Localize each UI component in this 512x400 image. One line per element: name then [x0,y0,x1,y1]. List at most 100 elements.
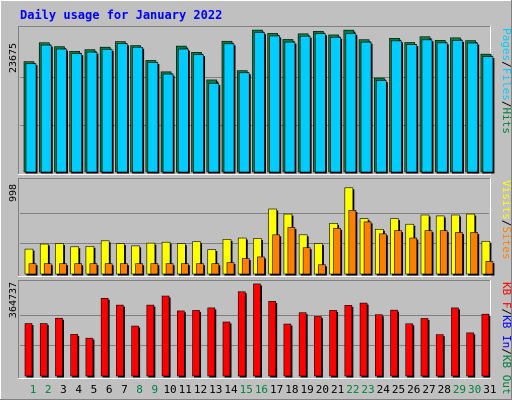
legend-sep-5: / [500,348,512,355]
files-bar [284,41,296,173]
legend-sep-4: / [500,309,512,316]
sites-bar [257,256,265,275]
kbf-bar [100,298,109,377]
x-tick-label: 2 [45,383,52,396]
x-tick-label: 21 [331,383,344,396]
x-tick-label: 17 [270,383,283,396]
sites-bar [150,263,159,275]
kbf-bar [268,301,276,377]
x-tick-label: 15 [240,383,253,396]
sites-bar [89,263,98,275]
x-tick-label: 30 [468,383,481,396]
files-bar [132,46,143,173]
sites-bar [241,258,250,275]
kbf-bar [435,334,444,377]
kbf-bar [131,325,139,377]
files-bar [117,43,128,173]
x-tick-label: 20 [316,383,329,396]
y-max-label-bottom: 364737 [8,282,19,318]
kbf-bar [405,323,414,377]
kbf-bar [161,295,170,377]
panel-top-frame [18,26,491,175]
x-tick-label: 26 [407,383,420,396]
files-bar [269,35,280,173]
kbf-bar [177,310,185,377]
chart-title: Daily usage for January 2022 [20,8,222,22]
legend-kbf: KB F [500,282,512,309]
sites-bar [424,230,433,275]
x-axis-labels: 1 2 3 4 5 6 7 8 9 10 11 12 13 14 15 16 17 18 19 20 21 22 23 24 2… [30,383,497,396]
kbf-bar [314,316,322,377]
y-max-label-top: 23675 [8,43,19,73]
sites-bar [394,230,402,275]
legend-middle: Visits/Sites [500,180,512,260]
files-bar [86,51,98,173]
files-bar [467,42,478,173]
legend-hits: Hits [500,108,512,135]
files-bar [299,35,311,173]
kbf-bar [420,318,429,377]
files-bar [436,42,448,173]
x-tick-label: 4 [75,383,82,396]
x-tick-label: 8 [136,383,143,396]
legend-sep-2: / [500,101,512,108]
x-tick-label: 16 [255,383,268,396]
files-bar [25,63,37,173]
files-bar [482,56,494,173]
files-bar [162,73,174,173]
sites-bar [120,263,128,275]
bars [23,29,495,378]
files-bar [330,36,341,173]
legend-kbout: KB Out [500,355,512,395]
sites-bar [211,263,220,275]
kbf-bar [116,304,124,377]
files-bar [56,48,67,173]
x-tick-label: 5 [91,383,98,396]
x-tick-label: 19 [301,383,314,396]
sites-bar [470,232,478,275]
x-tick-label: 9 [152,383,159,396]
x-tick-label: 23 [361,383,374,396]
files-bar [375,80,387,173]
files-bar [178,48,189,173]
sites-bar [363,221,372,275]
kbf-bar [85,337,94,377]
x-tick-label: 3 [60,383,67,396]
sites-bar [348,210,357,275]
sites-bar [378,233,387,275]
x-tick-label: 11 [179,383,192,396]
x-tick-label: 27 [422,383,435,396]
kbf-bar [481,313,490,377]
x-tick-label: 10 [163,383,176,396]
panel-bottom-frame [18,280,491,379]
x-tick-label: 24 [377,383,391,396]
legend-sep-1: / [500,61,512,68]
files-bar [254,32,265,173]
legend-pages: Pages [500,28,512,61]
legend-sites: Sites [500,226,512,259]
sites-bar [104,263,113,275]
sites-bar [43,263,52,275]
kbf-bar [359,302,368,377]
files-bar [345,33,357,173]
kbf-bar [253,283,261,377]
sites-bar [181,263,189,275]
sites-bar [135,263,143,275]
sites-bar [485,261,494,275]
x-tick-label: 18 [285,383,298,396]
files-bar [71,53,82,173]
kbf-bar [451,307,459,377]
files-bar [315,33,326,173]
kbf-bar [344,305,353,377]
kbf-bar [329,310,337,377]
kbf-bar [207,307,216,377]
kbf-bar [237,291,246,377]
sites-bar [318,264,326,275]
kbf-bar [222,321,231,377]
x-tick-label: 29 [453,383,466,396]
files-bar [147,62,159,173]
x-tick-label: 14 [224,383,238,396]
sites-bar [287,227,296,275]
files-bar [40,44,52,173]
